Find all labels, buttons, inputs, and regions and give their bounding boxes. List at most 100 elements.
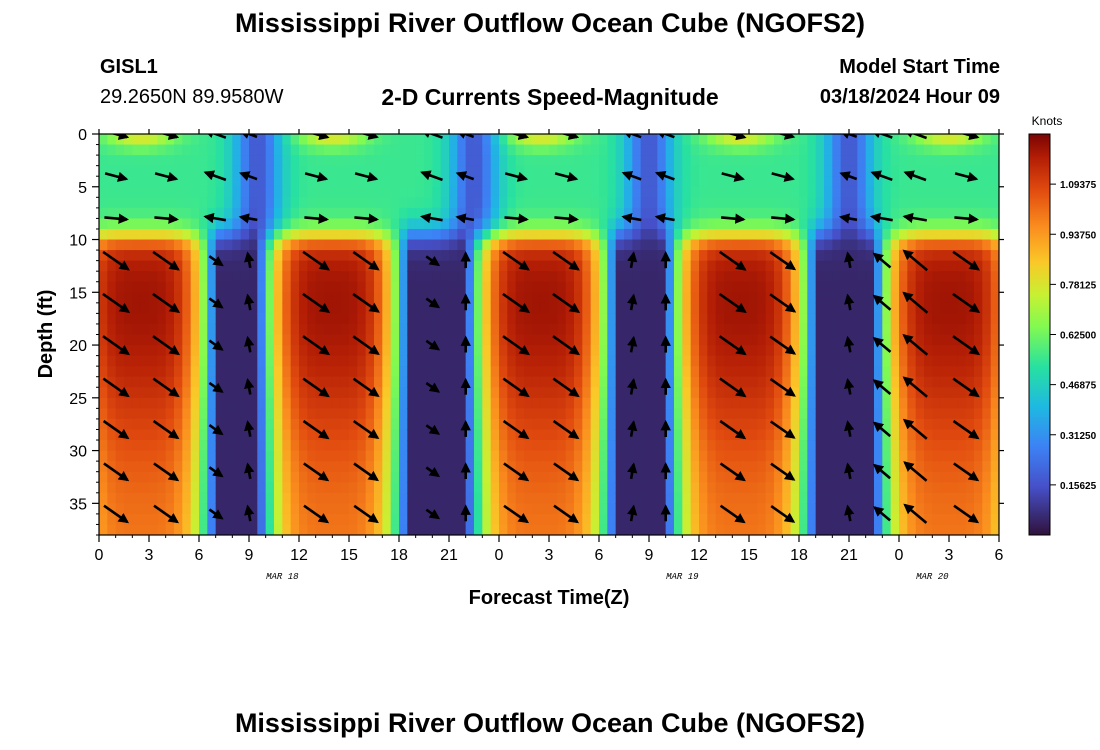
- heat-cell: [565, 482, 575, 494]
- heat-cell: [624, 429, 633, 441]
- heat-cell: [857, 524, 867, 535]
- heat-cell: [590, 239, 600, 251]
- heat-cell: [549, 387, 558, 399]
- heat-cell: [149, 302, 158, 314]
- heat-cell: [157, 239, 167, 251]
- heat-cell: [407, 144, 417, 156]
- heat-cell: [149, 492, 158, 504]
- heat-cell: [190, 355, 200, 367]
- heat-cell: [482, 366, 492, 378]
- heat-cell: [949, 260, 958, 272]
- heat-cell: [940, 292, 950, 304]
- heat-cell: [482, 281, 492, 293]
- heat-cell: [532, 440, 542, 452]
- heat-cell: [115, 239, 125, 251]
- heat-cell: [282, 345, 292, 357]
- heat-cell: [207, 323, 217, 336]
- heat-cell: [815, 366, 825, 378]
- heat-cell: [640, 397, 650, 409]
- heat-cell: [332, 345, 342, 357]
- heat-cell: [707, 387, 717, 399]
- heat-cell: [657, 397, 667, 409]
- x-tick-label: 15: [340, 547, 358, 564]
- heat-cell: [965, 218, 975, 230]
- heat-cell: [940, 408, 950, 420]
- heat-cell: [974, 186, 983, 198]
- heat-cell: [757, 492, 767, 504]
- heat-cell: [499, 397, 508, 409]
- heat-cell: [274, 176, 283, 188]
- heat-cell: [840, 397, 850, 409]
- heat-cell: [465, 355, 475, 367]
- heat-cell: [815, 492, 825, 504]
- heat-cell: [924, 186, 933, 198]
- heat-cell: [390, 228, 400, 241]
- heat-cell: [615, 239, 625, 251]
- heat-cell: [507, 250, 517, 262]
- heat-cell: [665, 524, 675, 535]
- heat-cell: [190, 503, 200, 515]
- heat-cell: [715, 302, 725, 314]
- heat-cell: [324, 165, 333, 177]
- heat-cell: [165, 207, 175, 220]
- heat-cell: [799, 418, 808, 431]
- heat-cell: [257, 134, 267, 146]
- heat-cell: [557, 250, 567, 262]
- heat-cell: [782, 323, 792, 336]
- heat-cell: [657, 144, 667, 156]
- heat-cell: [849, 345, 858, 357]
- heat-cell: [915, 176, 925, 188]
- heat-cell: [490, 186, 500, 198]
- heat-cell: [382, 345, 392, 357]
- heat-cell: [224, 250, 233, 262]
- heat-cell: [765, 461, 775, 473]
- heat-cell: [657, 450, 667, 462]
- heat-cell: [224, 418, 233, 431]
- heat-cell: [515, 281, 525, 293]
- heat-cell: [207, 429, 217, 441]
- heat-cell: [657, 408, 667, 420]
- heat-cell: [607, 503, 617, 515]
- heat-cell: [990, 302, 999, 314]
- heat-cell: [832, 197, 842, 209]
- heat-cell: [357, 165, 367, 177]
- heat-cell: [532, 218, 542, 230]
- heat-cell: [490, 313, 500, 325]
- heat-cell: [182, 387, 192, 399]
- heat-cell: [699, 250, 708, 262]
- heat-cell: [532, 271, 542, 283]
- heat-cell: [290, 408, 300, 420]
- heat-cell: [674, 292, 683, 304]
- heat-cell: [599, 524, 608, 535]
- heat-cell: [824, 239, 833, 251]
- current-vector-arrow: [153, 504, 180, 524]
- heat-cell: [282, 323, 292, 336]
- heat-cell: [724, 376, 733, 388]
- heat-cell: [682, 450, 692, 462]
- heat-cell: [524, 482, 533, 494]
- heat-cell: [340, 450, 350, 462]
- heat-cell: [415, 176, 425, 188]
- heat-cell: [582, 492, 592, 504]
- heat-cell: [274, 165, 283, 177]
- heat-cell: [715, 387, 725, 399]
- heat-cell: [640, 176, 650, 188]
- heat-cell: [974, 144, 983, 156]
- heat-cell: [265, 197, 275, 209]
- heat-cell: [615, 450, 625, 462]
- heat-cell: [340, 387, 350, 399]
- heat-cell: [324, 397, 333, 409]
- heat-cell: [515, 197, 525, 209]
- heat-cell: [782, 492, 792, 504]
- heat-cell: [140, 461, 150, 473]
- heat-cell: [207, 197, 217, 209]
- heat-cell: [832, 207, 842, 220]
- heat-cell: [915, 250, 925, 262]
- heat-cell: [107, 345, 117, 357]
- heat-cell: [624, 260, 633, 272]
- heat-cell: [182, 292, 192, 304]
- heat-cell: [340, 313, 350, 325]
- heat-cell: [174, 197, 183, 209]
- heat-cell: [874, 313, 883, 325]
- heat-cell: [174, 376, 183, 388]
